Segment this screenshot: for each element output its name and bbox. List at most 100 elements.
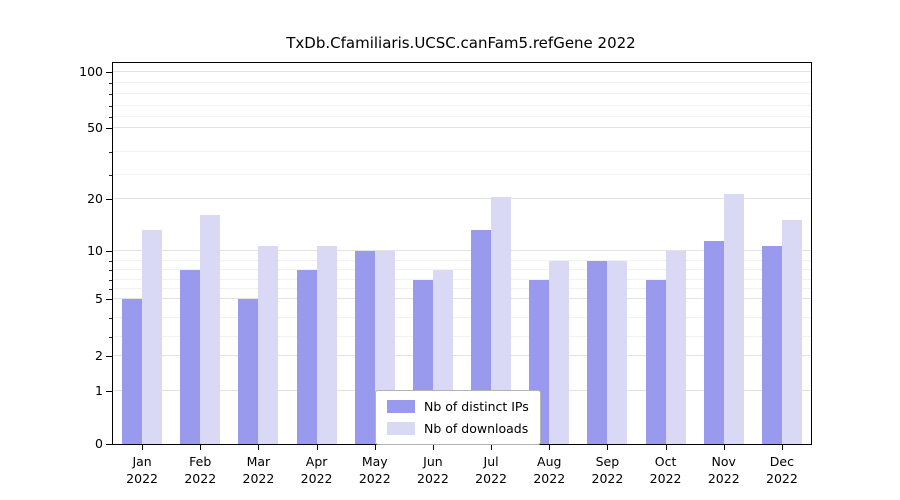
gridline-minor bbox=[113, 259, 811, 261]
bar-downloads bbox=[200, 214, 221, 444]
x-tick-mark bbox=[607, 445, 609, 450]
y-tick-mark bbox=[106, 251, 112, 252]
y-minor-tick-mark bbox=[109, 83, 112, 85]
bar-downloads bbox=[665, 251, 686, 444]
gridline-minor bbox=[113, 115, 811, 117]
bar-distinct-ips bbox=[354, 251, 375, 444]
y-minor-tick-mark bbox=[109, 116, 112, 118]
y-tick-mark bbox=[106, 72, 112, 73]
legend-label-distinct-ips: Nb of distinct IPs bbox=[424, 399, 529, 414]
bar-downloads bbox=[607, 260, 628, 444]
gridline-minor bbox=[113, 288, 811, 290]
x-tick-label: Feb 2022 bbox=[171, 453, 229, 487]
y-minor-tick-mark bbox=[109, 260, 112, 262]
x-tick-mark bbox=[142, 445, 144, 450]
x-tick-label: Sep 2022 bbox=[578, 453, 636, 487]
x-tick-label-year: 2022 bbox=[475, 471, 507, 486]
bar-distinct-ips bbox=[761, 245, 782, 444]
y-tick-mark bbox=[106, 199, 112, 200]
chart-title: TxDb.Cfamiliaris.UCSC.canFam5.refGene 20… bbox=[286, 34, 636, 52]
bar-downloads bbox=[723, 194, 744, 444]
bar-downloads bbox=[258, 245, 279, 444]
x-tick-label-month: Feb bbox=[189, 454, 212, 469]
x-tick-label-month: Oct bbox=[654, 454, 677, 469]
x-tick-mark bbox=[781, 445, 783, 450]
y-tick-mark bbox=[106, 128, 112, 129]
gridline-major bbox=[113, 355, 811, 356]
x-tick-label-month: Aug bbox=[537, 454, 562, 469]
y-minor-tick-mark bbox=[109, 105, 112, 107]
y-tick-label: 2 bbox=[95, 348, 103, 363]
y-minor-tick-mark bbox=[109, 337, 112, 338]
y-minor-tick-mark bbox=[109, 175, 112, 177]
bar-distinct-ips bbox=[645, 279, 666, 444]
x-tick-label-year: 2022 bbox=[242, 471, 275, 486]
bar-distinct-ips bbox=[122, 299, 143, 444]
x-tick-label-month: Nov bbox=[711, 454, 736, 469]
gridline-minor bbox=[113, 174, 811, 176]
bar-distinct-ips bbox=[180, 270, 201, 444]
gridline-major bbox=[113, 127, 811, 128]
x-tick-label-year: 2022 bbox=[126, 471, 158, 486]
legend-item-downloads: Nb of downloads bbox=[387, 421, 529, 436]
bar-distinct-ips bbox=[587, 260, 608, 444]
x-tick-label-month: Dec bbox=[769, 454, 794, 469]
x-tick-label-year: 2022 bbox=[649, 471, 682, 486]
x-tick-mark bbox=[549, 445, 551, 450]
x-tick-mark bbox=[723, 445, 725, 450]
legend: Nb of distinct IPs Nb of downloads bbox=[375, 390, 541, 445]
bar-downloads bbox=[142, 230, 163, 444]
gridline-major bbox=[113, 198, 811, 199]
x-tick-label: Aug 2022 bbox=[520, 453, 578, 487]
x-tick-label-year: 2022 bbox=[417, 471, 449, 486]
bar-downloads bbox=[491, 196, 512, 444]
gridline-minor bbox=[113, 317, 811, 318]
gridline-minor bbox=[113, 150, 811, 152]
legend-label-downloads: Nb of downloads bbox=[424, 421, 529, 436]
x-tick-label: May 2022 bbox=[346, 453, 404, 487]
x-tick-label-year: 2022 bbox=[707, 471, 740, 486]
y-tick-mark bbox=[106, 444, 112, 445]
gridline-major bbox=[113, 298, 811, 299]
x-tick-label: Nov 2022 bbox=[695, 453, 753, 487]
x-tick-label: Oct 2022 bbox=[637, 453, 695, 487]
x-tick-label: Dec 2022 bbox=[753, 453, 811, 487]
x-tick-label-month: Apr bbox=[305, 454, 328, 469]
x-tick-label: Mar 2022 bbox=[229, 453, 287, 487]
x-tick-mark bbox=[316, 445, 318, 450]
x-tick-label-year: 2022 bbox=[300, 471, 333, 486]
x-tick-label: Jul 2022 bbox=[462, 453, 520, 487]
bar-downloads bbox=[781, 219, 802, 444]
y-tick-label: 0 bbox=[95, 436, 103, 451]
gridline-minor bbox=[113, 336, 811, 337]
gridline-minor bbox=[113, 93, 811, 95]
x-tick-label-year: 2022 bbox=[766, 471, 798, 486]
x-tick-label: Apr 2022 bbox=[288, 453, 346, 487]
x-tick-mark bbox=[491, 445, 493, 450]
bar-downloads bbox=[316, 245, 337, 444]
y-tick-label: 10 bbox=[87, 243, 103, 258]
x-tick-label-month: Jan bbox=[132, 454, 152, 469]
x-tick-mark bbox=[200, 445, 202, 450]
x-tick-mark bbox=[258, 445, 260, 450]
legend-swatch-downloads bbox=[387, 422, 415, 435]
x-tick-label-year: 2022 bbox=[358, 471, 391, 486]
y-tick-mark bbox=[106, 391, 112, 392]
legend-swatch-distinct-ips bbox=[387, 400, 415, 413]
x-tick-label-month: May bbox=[361, 454, 388, 469]
x-tick-label-year: 2022 bbox=[184, 471, 217, 486]
x-tick-label-month: Jul bbox=[483, 454, 499, 469]
y-minor-tick-mark bbox=[109, 279, 112, 281]
x-tick-label: Jan 2022 bbox=[113, 453, 171, 487]
bar-distinct-ips bbox=[296, 270, 317, 444]
y-tick-label: 20 bbox=[87, 191, 103, 206]
x-tick-mark bbox=[665, 445, 667, 450]
plot-area: Nb of distinct IPs Nb of downloads bbox=[112, 62, 812, 445]
y-tick-label: 5 bbox=[95, 291, 103, 306]
y-minor-tick-mark bbox=[109, 270, 112, 272]
y-tick-label: 100 bbox=[79, 64, 103, 79]
x-tick-mark bbox=[374, 445, 376, 450]
x-tick-label-year: 2022 bbox=[533, 471, 566, 486]
y-tick-label: 1 bbox=[95, 383, 103, 398]
